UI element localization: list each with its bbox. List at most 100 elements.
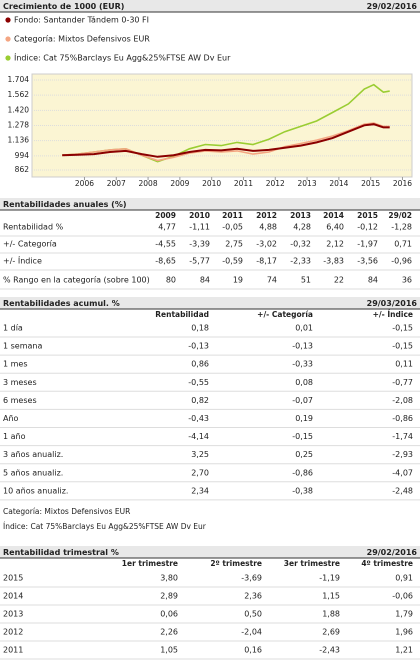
cell-value: 0,25 [295, 450, 313, 459]
x-tick-label: 2009 [170, 179, 189, 188]
cell-value: 0,11 [395, 360, 413, 369]
column-header: 2012 [256, 211, 277, 220]
section-date: 29/02/2016 [367, 548, 418, 557]
column-header: +/- Índice [373, 310, 413, 319]
cell-value: 1,21 [395, 646, 413, 655]
x-tick-label: 2012 [266, 179, 285, 188]
section-bar [0, 0, 420, 12]
row-label: 3 meses [3, 378, 37, 387]
cell-value: -0,59 [222, 257, 243, 266]
cell-value: -8,65 [155, 257, 176, 266]
x-tick-label: 2015 [361, 179, 380, 188]
x-tick-label: 2014 [329, 179, 348, 188]
row-label: 5 años anualiz. [3, 468, 63, 477]
cell-value: 4,88 [259, 223, 277, 232]
section-title: Rentabilidades acumul. % [3, 299, 120, 308]
y-tick-label: 994 [15, 151, 30, 160]
cell-value: -2,43 [319, 646, 340, 655]
series-line [62, 123, 390, 158]
x-tick-label: 2016 [393, 179, 412, 188]
row-label: 1 año [3, 432, 26, 441]
cell-value: 2,26 [160, 628, 178, 637]
cell-value: -0,13 [292, 342, 313, 351]
cell-value: 4,28 [293, 223, 311, 232]
cell-value: 1,05 [160, 646, 178, 655]
x-tick-label: 2007 [107, 179, 126, 188]
footnote: Categoría: Mixtos Defensivos EUR [3, 507, 130, 516]
row-label: 2011 [3, 646, 23, 655]
cell-value: -5,77 [189, 257, 210, 266]
cell-value: 0,19 [295, 414, 313, 423]
row-label: Rentabilidad % [3, 223, 64, 232]
column-header: +/- Categoría [257, 310, 313, 319]
cell-value: -0,86 [292, 468, 313, 477]
section-bar [0, 198, 420, 210]
cell-value: 2,75 [225, 240, 243, 249]
cell-value: -2,33 [290, 257, 311, 266]
cell-value: 2,34 [191, 486, 209, 495]
cell-value: 1,88 [322, 610, 340, 619]
cell-value: -1,97 [357, 240, 378, 249]
cell-value: 0,91 [395, 574, 413, 583]
cell-value: 0,71 [394, 240, 412, 249]
cell-value: 1,79 [395, 610, 413, 619]
row-label: 1 mes [3, 360, 28, 369]
row-label: 1 día [3, 324, 23, 333]
x-tick-label: 2011 [234, 179, 253, 188]
cell-value: 0,06 [160, 610, 178, 619]
cell-value: -4,55 [155, 240, 176, 249]
cell-value: 3,80 [160, 574, 178, 583]
cell-value: -3,39 [189, 240, 210, 249]
cell-value: 0,01 [295, 324, 313, 333]
section-title: Rentabilidad trimestral % [3, 548, 119, 557]
row-label: Año [3, 414, 19, 423]
row-label: +/- Índice [3, 255, 42, 266]
row-label: 10 años anualiz. [3, 486, 68, 495]
cell-value: -3,56 [357, 257, 378, 266]
cell-value: 0,50 [244, 610, 262, 619]
cell-value: 4,77 [158, 223, 176, 232]
column-header: 2º trimestre [210, 559, 262, 568]
cell-value: -0,15 [392, 324, 413, 333]
cell-value: 6,40 [326, 223, 344, 232]
column-header: 2013 [290, 211, 311, 220]
column-header: 29/02 [388, 211, 412, 220]
x-tick-label: 2006 [75, 179, 94, 188]
column-header: 2014 [323, 211, 344, 220]
column-header: Rentabilidad [155, 310, 209, 319]
cell-value: 19 [233, 276, 243, 285]
cell-value: 36 [402, 276, 412, 285]
cell-value: -0,33 [292, 360, 313, 369]
cell-value: -0,15 [392, 342, 413, 351]
row-label: 1 semana [3, 342, 42, 351]
cell-value: -8,17 [256, 257, 277, 266]
y-tick-label: 1.704 [8, 75, 30, 84]
cell-value: 80 [166, 276, 176, 285]
cell-value: 3,25 [191, 450, 209, 459]
column-header: 2015 [357, 211, 378, 220]
series-line [62, 122, 390, 162]
y-tick-label: 1.136 [8, 136, 30, 145]
y-tick-label: 1.420 [8, 105, 30, 114]
cell-value: 2,69 [322, 628, 340, 637]
cell-value: -0,96 [391, 257, 412, 266]
cell-value: -1,74 [392, 432, 413, 441]
legend-marker [5, 36, 11, 42]
x-tick-label: 2008 [139, 179, 158, 188]
cell-value: 0,16 [244, 646, 262, 655]
legend-label: Fondo: Santander Tándem 0-30 FI [14, 16, 149, 25]
cell-value: -0,77 [392, 378, 413, 387]
legend-label: Categoría: Mixtos Defensivos EUR [14, 35, 150, 44]
cell-value: -3,02 [256, 240, 277, 249]
cell-value: 0,08 [295, 378, 313, 387]
row-label: +/- Categoría [3, 240, 57, 249]
legend-marker [5, 55, 11, 61]
x-tick-label: 2013 [298, 179, 317, 188]
section-bar [0, 297, 420, 309]
y-tick-label: 1.562 [8, 90, 30, 99]
column-header: 3er trimestre [284, 559, 340, 568]
section-title: Crecimiento de 1000 (EUR) [3, 2, 124, 11]
cell-value: -2,48 [392, 486, 413, 495]
row-label: 2012 [3, 628, 23, 637]
